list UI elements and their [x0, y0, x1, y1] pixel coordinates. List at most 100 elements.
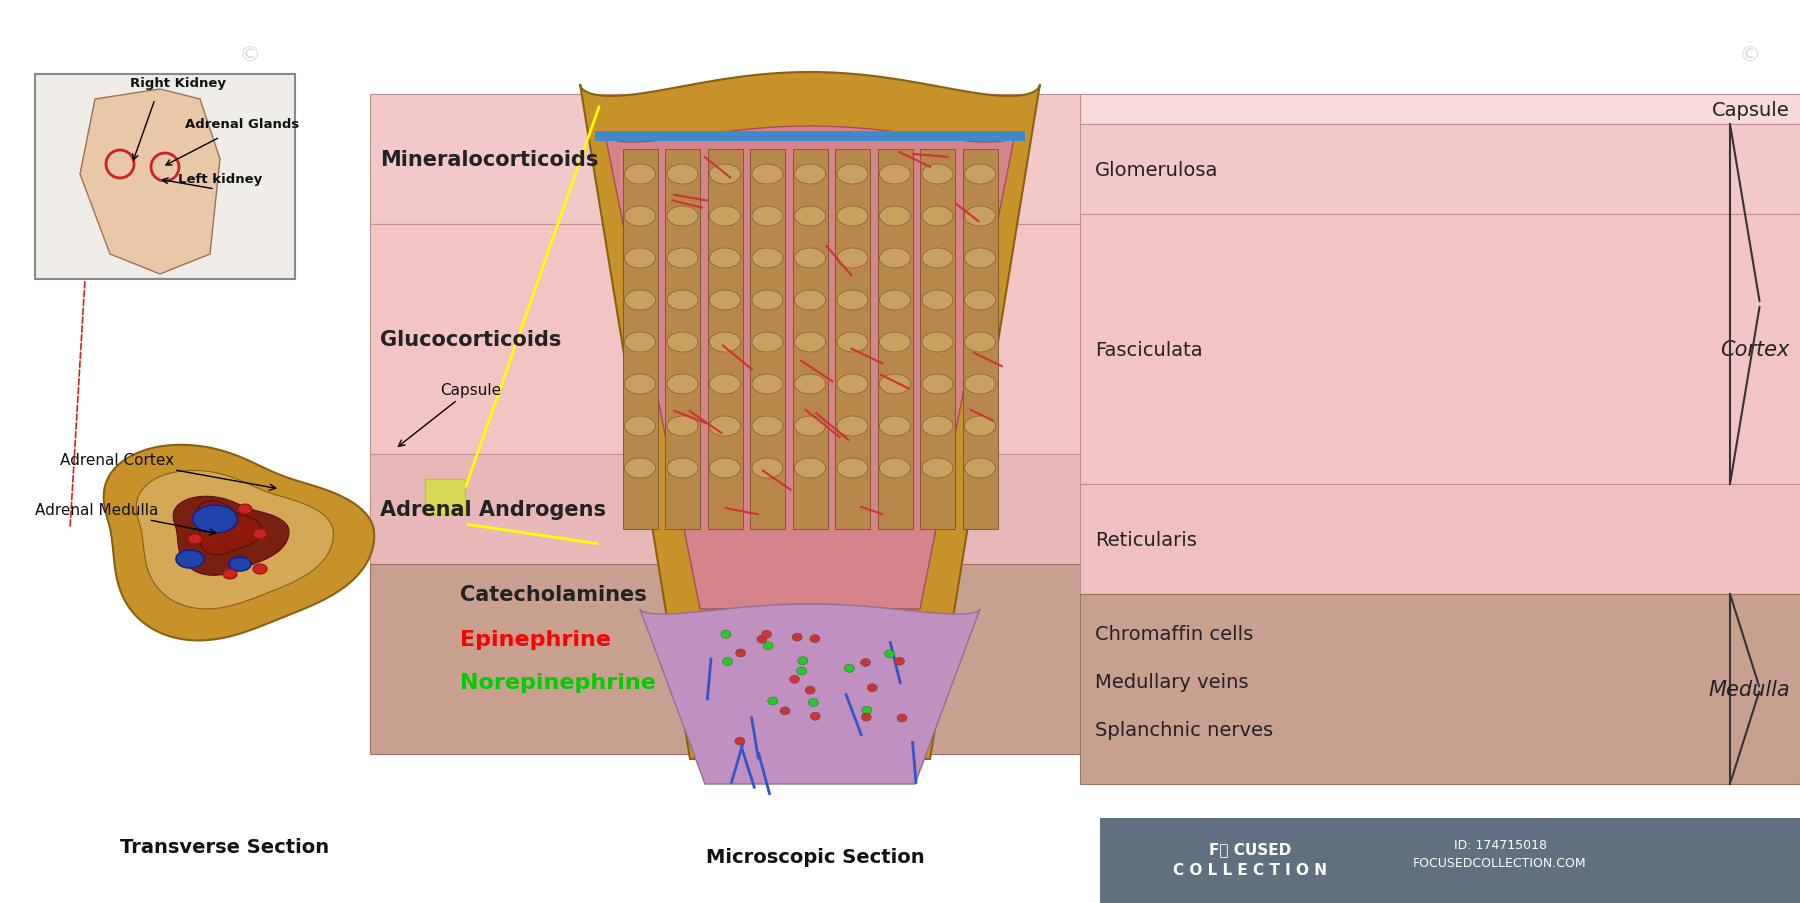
Ellipse shape: [625, 416, 655, 436]
Ellipse shape: [254, 529, 266, 539]
Polygon shape: [196, 501, 263, 555]
Text: ©: ©: [239, 45, 261, 65]
Bar: [371, 564, 1091, 754]
Text: ID: 174715018
FOCUSEDCOLLECTION.COM: ID: 174715018 FOCUSEDCOLLECTION.COM: [1413, 839, 1588, 870]
Ellipse shape: [922, 459, 952, 479]
Bar: [707, 150, 743, 529]
Ellipse shape: [922, 332, 952, 352]
Text: Splanchnic nerves: Splanchnic nerves: [1094, 721, 1273, 740]
Ellipse shape: [844, 665, 855, 673]
Bar: [623, 150, 657, 529]
Ellipse shape: [779, 707, 790, 715]
Ellipse shape: [794, 248, 826, 269]
Ellipse shape: [668, 291, 698, 311]
Bar: [963, 150, 997, 529]
Ellipse shape: [668, 165, 698, 185]
Ellipse shape: [752, 459, 783, 479]
Ellipse shape: [625, 165, 655, 185]
Text: Microscopic Section: Microscopic Section: [706, 848, 925, 867]
Bar: [1080, 215, 1800, 485]
Ellipse shape: [769, 697, 778, 705]
Ellipse shape: [922, 375, 952, 395]
Ellipse shape: [229, 557, 250, 572]
Text: Capsule: Capsule: [398, 383, 500, 447]
Ellipse shape: [965, 416, 995, 436]
Ellipse shape: [880, 165, 911, 185]
Ellipse shape: [722, 658, 733, 666]
Polygon shape: [104, 445, 374, 641]
Ellipse shape: [868, 684, 877, 692]
Ellipse shape: [837, 332, 868, 352]
Ellipse shape: [238, 505, 252, 515]
Ellipse shape: [709, 248, 740, 269]
Ellipse shape: [752, 291, 783, 311]
Ellipse shape: [734, 737, 745, 745]
Ellipse shape: [794, 207, 826, 227]
Text: Fⓞ CUSED
C O L L E C T I O N: Fⓞ CUSED C O L L E C T I O N: [1174, 841, 1327, 877]
Bar: [371, 225, 1091, 454]
Ellipse shape: [965, 459, 995, 479]
Text: Adrenal Glands: Adrenal Glands: [185, 118, 299, 131]
Text: Norepinephrine: Norepinephrine: [461, 672, 655, 693]
Text: Glomerulosa: Glomerulosa: [1094, 161, 1219, 180]
Ellipse shape: [625, 291, 655, 311]
Ellipse shape: [254, 564, 266, 574]
Bar: [664, 150, 700, 529]
Text: Epinephrine: Epinephrine: [461, 629, 610, 649]
Ellipse shape: [625, 207, 655, 227]
Ellipse shape: [922, 291, 952, 311]
Ellipse shape: [736, 649, 745, 657]
Polygon shape: [596, 132, 1024, 142]
Ellipse shape: [709, 291, 740, 311]
Ellipse shape: [860, 659, 871, 666]
Ellipse shape: [794, 332, 826, 352]
Text: Left kidney: Left kidney: [178, 172, 263, 186]
Bar: [1080, 485, 1800, 594]
Text: Catecholamines: Catecholamines: [461, 584, 646, 604]
Ellipse shape: [668, 332, 698, 352]
Text: Adrenal Androgens: Adrenal Androgens: [380, 499, 607, 519]
Text: Medulla: Medulla: [1708, 679, 1789, 699]
Bar: [1080, 125, 1800, 215]
Ellipse shape: [922, 207, 952, 227]
Ellipse shape: [187, 535, 202, 545]
Text: Adrenal Medulla: Adrenal Medulla: [34, 502, 216, 535]
Bar: [1080, 594, 1800, 784]
Ellipse shape: [922, 416, 952, 436]
Ellipse shape: [625, 375, 655, 395]
Ellipse shape: [810, 635, 821, 643]
Ellipse shape: [625, 248, 655, 269]
Ellipse shape: [752, 416, 783, 436]
Ellipse shape: [752, 248, 783, 269]
Polygon shape: [605, 127, 1015, 610]
Ellipse shape: [922, 248, 952, 269]
Text: Adrenal Cortex: Adrenal Cortex: [59, 452, 275, 490]
Ellipse shape: [837, 165, 868, 185]
Bar: [425, 479, 464, 515]
Ellipse shape: [709, 416, 740, 436]
Ellipse shape: [880, 332, 911, 352]
Ellipse shape: [862, 706, 871, 714]
Polygon shape: [641, 604, 979, 784]
Ellipse shape: [837, 459, 868, 479]
Bar: [1080, 95, 1800, 125]
Ellipse shape: [880, 291, 911, 311]
Text: ©: ©: [1739, 45, 1760, 65]
Ellipse shape: [794, 375, 826, 395]
Ellipse shape: [752, 375, 783, 395]
Ellipse shape: [223, 570, 238, 580]
Ellipse shape: [668, 416, 698, 436]
Ellipse shape: [880, 459, 911, 479]
Ellipse shape: [193, 506, 238, 534]
Ellipse shape: [756, 636, 767, 644]
Ellipse shape: [668, 207, 698, 227]
Text: Cortex: Cortex: [1721, 340, 1789, 359]
Text: Glucocorticoids: Glucocorticoids: [380, 330, 562, 349]
Ellipse shape: [880, 248, 911, 269]
Ellipse shape: [709, 207, 740, 227]
Bar: [751, 150, 785, 529]
Ellipse shape: [794, 416, 826, 436]
Ellipse shape: [965, 165, 995, 185]
Ellipse shape: [794, 165, 826, 185]
Ellipse shape: [668, 248, 698, 269]
